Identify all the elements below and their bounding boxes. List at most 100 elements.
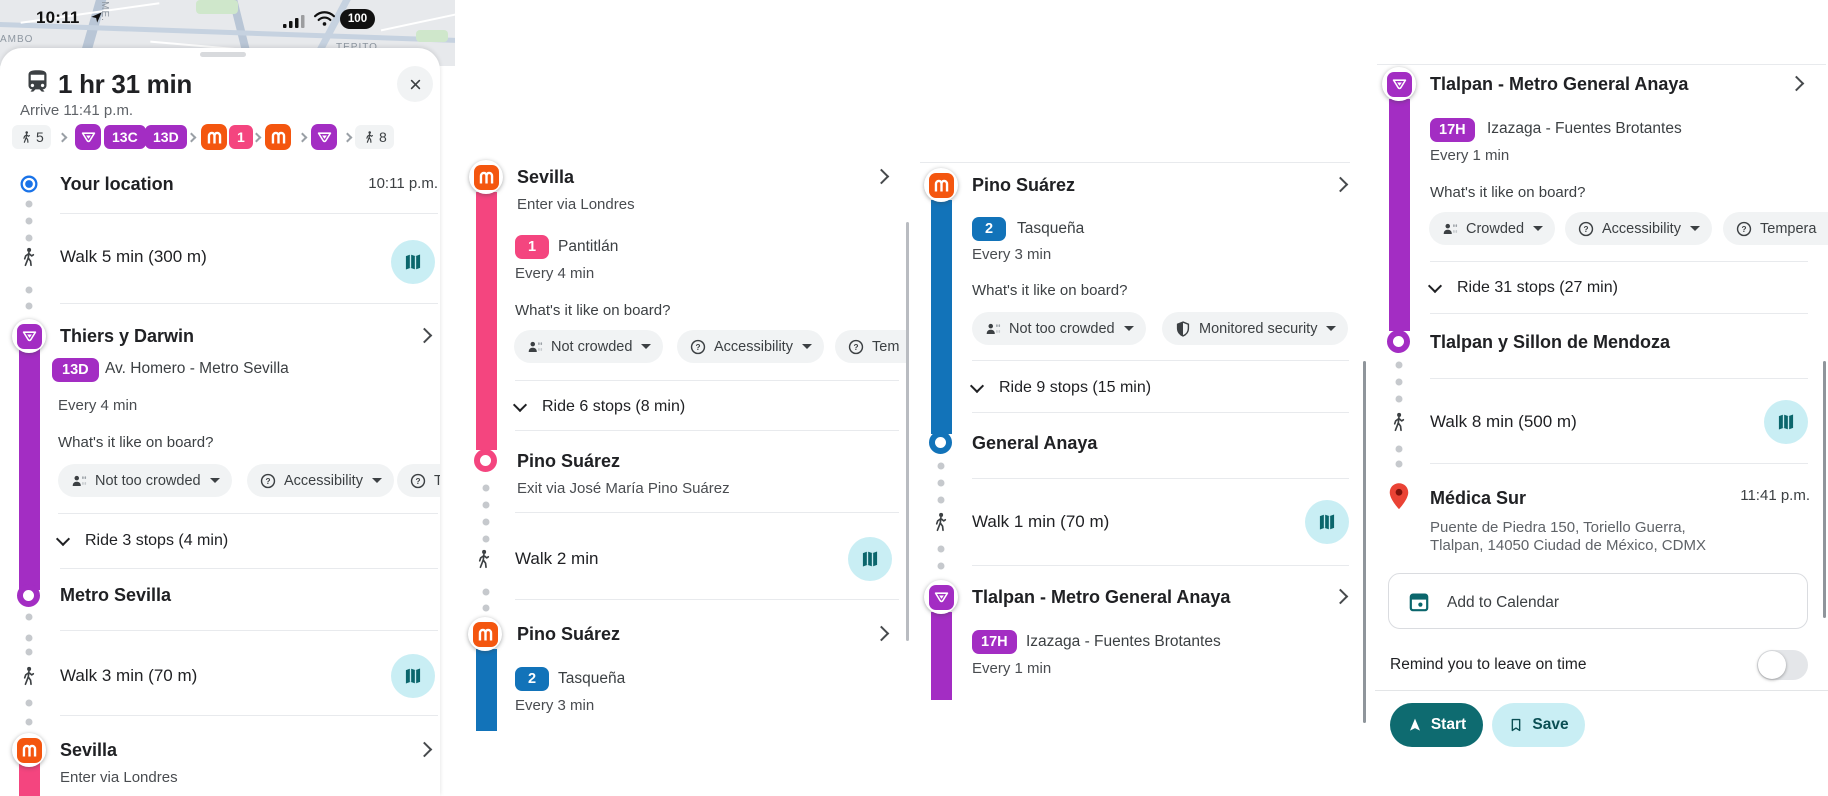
start-button[interactable]: Start [1390, 703, 1483, 747]
walk-icon [478, 549, 490, 569]
map-icon [1778, 414, 1794, 430]
chevron-right-icon[interactable] [1332, 176, 1349, 193]
crowdedness-chip[interactable]: Crowded [1429, 212, 1556, 245]
scrollbar[interactable] [1823, 361, 1826, 618]
temperature-chip[interactable]: ? Tem [835, 330, 908, 363]
crowdedness-chip[interactable]: Not too crowded [58, 464, 232, 497]
line-badge-13c: 13C [104, 125, 146, 149]
divider [58, 513, 438, 514]
svg-text:?: ? [1583, 225, 1588, 234]
divider [972, 565, 1349, 566]
metro-line-icon [201, 124, 227, 150]
status-time: 10:11 [36, 8, 80, 27]
show-walk-on-map-button[interactable] [1305, 500, 1349, 544]
station-marker [469, 160, 503, 194]
ride-stops-toggle[interactable]: Ride 9 stops (15 min) [969, 373, 1212, 403]
chevron-down-icon [55, 531, 71, 547]
alight-stop-name: Pino Suárez [517, 451, 621, 471]
start-label: Start [1430, 716, 1467, 733]
walk-dot [25, 613, 33, 621]
crowd-icon [1443, 223, 1458, 234]
walk-dot [25, 200, 33, 208]
accessibility-label: Accessibility [714, 338, 793, 355]
route-line-blue [476, 649, 497, 731]
chevron-right-icon[interactable] [1788, 75, 1805, 92]
close-button[interactable] [397, 66, 433, 102]
walk-icon [23, 131, 30, 143]
remind-toggle[interactable] [1757, 650, 1808, 680]
divider [920, 162, 1350, 163]
frequency-label: Every 3 min [515, 697, 595, 714]
chevron-right-icon[interactable] [873, 625, 890, 642]
line-badge-1: 1 [229, 125, 253, 149]
svg-text:?: ? [695, 343, 700, 352]
chevron-right-icon[interactable] [873, 168, 890, 185]
crowd-icon [72, 475, 87, 486]
arrival-summary: Arrive 11:41 p.m. [20, 102, 134, 119]
chevron-right-icon[interactable] [1332, 588, 1349, 605]
divider [1430, 378, 1808, 379]
ride-stops-toggle[interactable]: Ride 31 stops (27 min) [1427, 273, 1670, 303]
show-walk-on-map-button[interactable] [1764, 400, 1808, 444]
map-street-label: TEPITO [336, 42, 378, 53]
route-line-pink [476, 192, 497, 450]
wifi-icon [313, 11, 336, 26]
board-stop-name: Tlalpan - Metro General Anaya [1430, 74, 1689, 94]
station-entry-note: Enter via Londres [60, 769, 178, 786]
station-exit-note: Exit via José María Pino Suárez [517, 480, 730, 497]
walk-step-label: Walk 8 min (500 m) [1430, 412, 1577, 431]
save-button[interactable]: Save [1492, 703, 1585, 747]
directions-panel-3: Pino Suárez 2 Tasqueña Every 3 min What'… [918, 0, 1363, 796]
show-walk-on-map-button[interactable] [391, 654, 435, 698]
trolleybus-line-icon [311, 124, 337, 150]
show-walk-on-map-button[interactable] [848, 537, 892, 581]
crowdedness-chip[interactable]: Not too crowded [972, 312, 1146, 345]
walk-step-label: Walk 1 min (70 m) [972, 512, 1110, 531]
alight-stop-name: Metro Sevilla [60, 585, 172, 605]
scrollbar[interactable] [906, 222, 909, 641]
sheet-drag-handle[interactable] [200, 52, 246, 57]
help-circle-icon: ? [1578, 221, 1594, 236]
temperature-chip[interactable]: ? T [397, 464, 440, 497]
next-stop-name: Pino Suárez [517, 624, 621, 644]
divider [1430, 313, 1808, 314]
your-location-icon [20, 175, 38, 193]
accessibility-chip[interactable]: ? Accessibility [1565, 212, 1712, 245]
show-walk-on-map-button[interactable] [391, 240, 435, 284]
divider [972, 412, 1349, 413]
temperature-chip[interactable]: ? Tempera [1723, 212, 1828, 245]
ride-stops-toggle[interactable]: Ride 6 stops (8 min) [512, 392, 755, 422]
frequency-label: Every 4 min [58, 397, 138, 414]
walk-dot [1395, 378, 1403, 386]
walk-dot [482, 484, 490, 492]
route-line-purple [19, 344, 40, 590]
chevron-down-icon [1326, 326, 1337, 331]
temperature-label: T [434, 472, 440, 489]
location-arrow-icon [91, 12, 102, 23]
walk-dot [25, 634, 33, 642]
station-marker [924, 580, 958, 614]
map-icon [862, 551, 878, 567]
line-destination: Izazaga - Fuentes Brotantes [1026, 633, 1221, 650]
accessibility-chip[interactable]: ? Accessibility [677, 330, 824, 363]
security-chip[interactable]: Monitored security [1162, 312, 1349, 345]
bookmark-icon [1512, 718, 1521, 732]
divider [972, 360, 1349, 361]
save-label: Save [1532, 716, 1569, 733]
crowdedness-label: Crowded [1466, 220, 1525, 237]
accessibility-chip[interactable]: ? Accessibility [247, 464, 394, 497]
walk-dot [25, 718, 33, 726]
svg-text:?: ? [1741, 225, 1746, 234]
add-to-calendar-button[interactable]: Add to Calendar [1388, 573, 1808, 629]
walk-icon [23, 247, 35, 267]
route-duration: 1 hr 31 min [58, 69, 192, 99]
trolleybus-line-icon [928, 584, 954, 610]
walk-step-label: Walk 3 min (70 m) [60, 666, 198, 685]
crowdedness-chip[interactable]: Not crowded [514, 330, 664, 363]
scrollbar[interactable] [1363, 361, 1366, 723]
svg-text:?: ? [415, 477, 420, 486]
ride-stops-label: Ride 3 stops (4 min) [85, 532, 229, 549]
ride-stops-toggle[interactable]: Ride 3 stops (4 min) [55, 526, 298, 556]
route-endpoint-marker [1387, 330, 1410, 353]
svg-text:?: ? [853, 343, 858, 352]
